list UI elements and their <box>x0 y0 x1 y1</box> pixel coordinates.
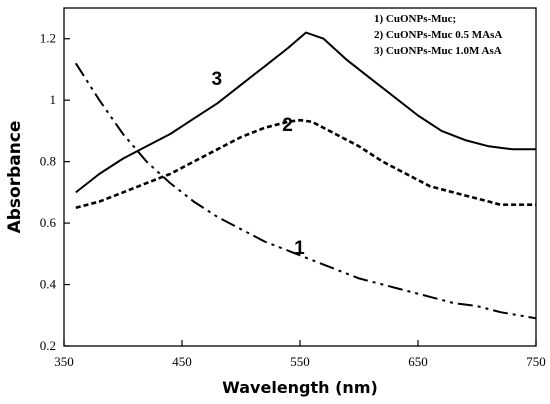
plot-area-border <box>63 7 537 347</box>
y-tick-label: 0.6 <box>40 215 57 230</box>
series-3-label: 3 <box>212 69 223 90</box>
series-1-line <box>74 62 537 320</box>
legend-entry: 1) CuONPs-Muc; <box>374 13 456 25</box>
x-tick-label: 450 <box>172 354 192 369</box>
legend-entry: 2) CuONPs-Muc 0.5 MAsA <box>374 29 502 41</box>
y-tick-label: 0.4 <box>40 277 57 292</box>
x-axis-title: Wavelength (nm) <box>222 378 378 397</box>
y-tick-label: 0.2 <box>40 338 56 353</box>
series-2-line <box>75 118 536 209</box>
x-tick-label: 550 <box>290 354 310 369</box>
series-1-label: 1 <box>294 238 305 259</box>
x-tick-label: 750 <box>526 354 546 369</box>
series-3-line <box>75 31 536 194</box>
x-tick-label: 350 <box>54 354 74 369</box>
y-tick-label: 1.2 <box>40 31 56 46</box>
x-tick-label: 650 <box>408 354 428 369</box>
legend-entry: 3) CuONPs-Muc 1.0M AsA <box>374 45 502 57</box>
y-tick-label: 1 <box>50 92 57 107</box>
y-tick-label: 0.8 <box>40 154 56 169</box>
y-axis-title: Absorbance <box>5 121 25 234</box>
series-2-label: 2 <box>282 115 293 136</box>
